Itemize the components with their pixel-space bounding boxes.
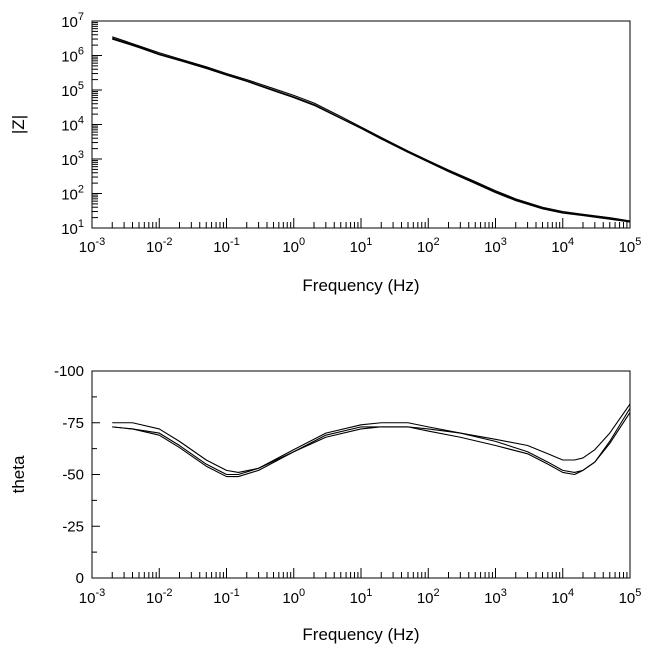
x-tick-label: 102 — [417, 236, 440, 256]
plot-frame — [91, 370, 631, 579]
y-tick-label: 107 — [61, 11, 84, 31]
series-line-3 — [112, 412, 631, 478]
y-tick-label: 104 — [61, 115, 84, 135]
y-axis-ticks — [92, 370, 100, 579]
y-tick-label: 106 — [61, 46, 84, 66]
y-tick-label: -25 — [62, 518, 84, 535]
x-axis-ticks — [91, 218, 628, 228]
x-tick-label: 10-2 — [146, 587, 172, 607]
x-tick-label: 103 — [484, 587, 507, 607]
x-tick-label: 103 — [484, 236, 507, 256]
series-line-1 — [112, 36, 631, 222]
x-tick-label: 10-1 — [213, 236, 239, 256]
y-axis-label: theta — [9, 455, 28, 493]
x-tick-label: 101 — [350, 236, 373, 256]
y-axis-label: |Z| — [9, 115, 28, 134]
y-tick-label: -50 — [62, 467, 84, 484]
x-tick-label: 104 — [551, 587, 574, 607]
x-tick-label: 10-3 — [79, 587, 105, 607]
x-tick-label: 100 — [282, 587, 305, 607]
x-tick-label: 10-2 — [146, 236, 172, 256]
phase-angle-panel: 10-3 10-2 10-1 100 101 102 103 104 105 -100 -75 -50… — [9, 363, 641, 644]
x-tick-label: 104 — [551, 236, 574, 256]
x-tick-label: 101 — [350, 587, 373, 607]
x-tick-label: 102 — [417, 587, 440, 607]
y-tick-label: -100 — [54, 363, 84, 380]
series-line-1 — [112, 403, 631, 473]
x-axis-label: Frequency (Hz) — [302, 625, 419, 644]
y-tick-label: 101 — [61, 218, 84, 238]
x-tick-label: 10-3 — [79, 236, 105, 256]
x-axis-label: Frequency (Hz) — [302, 276, 419, 295]
y-tick-label: -75 — [62, 415, 84, 432]
x-axis-ticks — [91, 568, 628, 578]
y-tick-label: 102 — [61, 184, 84, 204]
x-tick-label: 105 — [619, 236, 642, 256]
y-tick-label: 105 — [61, 80, 84, 100]
y-axis-ticks — [92, 22, 102, 229]
series-line-2 — [112, 407, 631, 476]
series-line-3 — [112, 38, 631, 223]
series-line-2 — [112, 37, 631, 223]
x-tick-label: 100 — [282, 236, 305, 256]
y-tick-label: 103 — [61, 149, 84, 169]
y-tick-label: 0 — [76, 570, 84, 587]
x-tick-label: 105 — [619, 587, 642, 607]
impedance-magnitude-panel: 10-3 10-2 10-1 100 101 102 103 104 105 101 102 103 1… — [9, 11, 641, 295]
plot-frame — [91, 20, 631, 229]
x-tick-label: 10-1 — [213, 587, 239, 607]
